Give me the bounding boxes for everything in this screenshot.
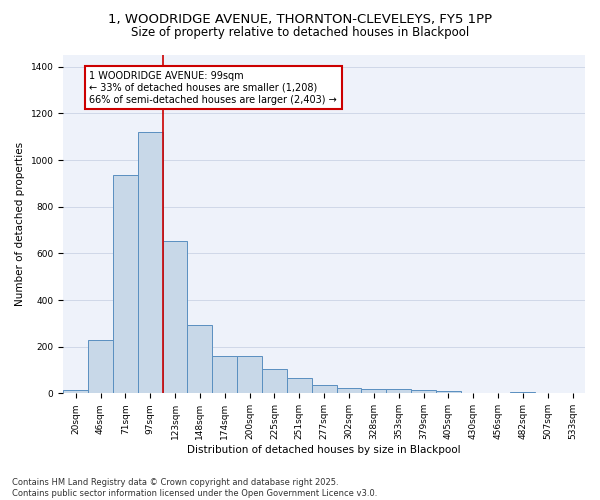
Bar	[187, 324, 212, 394]
Bar	[262, 369, 287, 394]
Bar	[361, 388, 386, 394]
Y-axis label: Number of detached properties: Number of detached properties	[15, 142, 25, 306]
Bar	[337, 388, 361, 394]
Bar	[411, 390, 436, 394]
Bar	[88, 340, 113, 394]
Bar	[436, 391, 461, 394]
Bar	[163, 240, 187, 394]
Bar	[237, 356, 262, 394]
X-axis label: Distribution of detached houses by size in Blackpool: Distribution of detached houses by size …	[187, 445, 461, 455]
Bar	[511, 392, 535, 394]
Text: Size of property relative to detached houses in Blackpool: Size of property relative to detached ho…	[131, 26, 469, 39]
Bar	[212, 356, 237, 394]
Text: 1 WOODRIDGE AVENUE: 99sqm
← 33% of detached houses are smaller (1,208)
66% of se: 1 WOODRIDGE AVENUE: 99sqm ← 33% of detac…	[89, 72, 337, 104]
Text: Contains HM Land Registry data © Crown copyright and database right 2025.
Contai: Contains HM Land Registry data © Crown c…	[12, 478, 377, 498]
Bar	[386, 388, 411, 394]
Bar	[287, 378, 312, 394]
Bar	[138, 132, 163, 394]
Text: 1, WOODRIDGE AVENUE, THORNTON-CLEVELEYS, FY5 1PP: 1, WOODRIDGE AVENUE, THORNTON-CLEVELEYS,…	[108, 12, 492, 26]
Bar	[113, 175, 138, 394]
Bar	[312, 385, 337, 394]
Bar	[63, 390, 88, 394]
